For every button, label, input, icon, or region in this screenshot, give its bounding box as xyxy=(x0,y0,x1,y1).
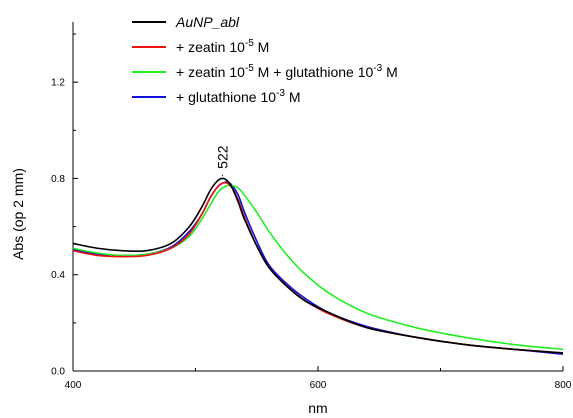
legend: AuNP_abl+ zeatin 10-5 M+ zeatin 10-5 M +… xyxy=(132,14,398,105)
series-layer xyxy=(72,177,564,355)
legend-superscript-2: -3 xyxy=(373,63,382,74)
axes: 0.0 0.4 0.8 1.2 400 600 800 xyxy=(51,22,572,391)
x-axis-title: nm xyxy=(308,400,327,416)
y-tick-label: 1.2 xyxy=(51,78,65,89)
x-tick-label: 400 xyxy=(65,380,82,391)
x-tick-label: 600 xyxy=(310,380,327,391)
series-line-1 xyxy=(72,181,564,354)
legend-unit: M xyxy=(254,39,270,55)
x-tick-label: 800 xyxy=(555,380,572,391)
legend-label-1: + zeatin 10-5 M xyxy=(176,38,269,55)
y-axis-title: Abs (op 2 mm) xyxy=(10,168,26,260)
y-tick-label: 0.0 xyxy=(51,367,65,378)
y-tick-label: 0.8 xyxy=(51,174,65,185)
legend-superscript: -5 xyxy=(245,38,254,49)
series-line-2 xyxy=(72,184,564,351)
series-line-3 xyxy=(72,181,564,355)
series-line-0 xyxy=(72,177,564,354)
legend-unit: M xyxy=(254,64,270,80)
legend-text-main: + glutathione 10 xyxy=(176,89,276,105)
y-tick-label: 0.4 xyxy=(51,270,65,281)
annotation-label: 522 xyxy=(214,145,230,169)
legend-label-3: + glutathione 10-3 M xyxy=(176,88,301,105)
legend-label-2: + zeatin 10-5 M + glutathione 10-3 M xyxy=(176,63,398,80)
legend-unit: M xyxy=(285,89,301,105)
legend-superscript: -3 xyxy=(276,88,285,99)
legend-text-main: + zeatin 10 xyxy=(176,64,245,80)
legend-text-main-2: + glutathione 10 xyxy=(269,64,373,80)
legend-unit-2: M xyxy=(382,64,398,80)
legend-text-main: AuNP_abl xyxy=(175,14,240,30)
legend-superscript: -5 xyxy=(245,63,254,74)
legend-label-0: AuNP_abl xyxy=(175,14,240,30)
legend-text-main: + zeatin 10 xyxy=(176,39,245,55)
annotation-layer: 522 xyxy=(214,145,230,181)
